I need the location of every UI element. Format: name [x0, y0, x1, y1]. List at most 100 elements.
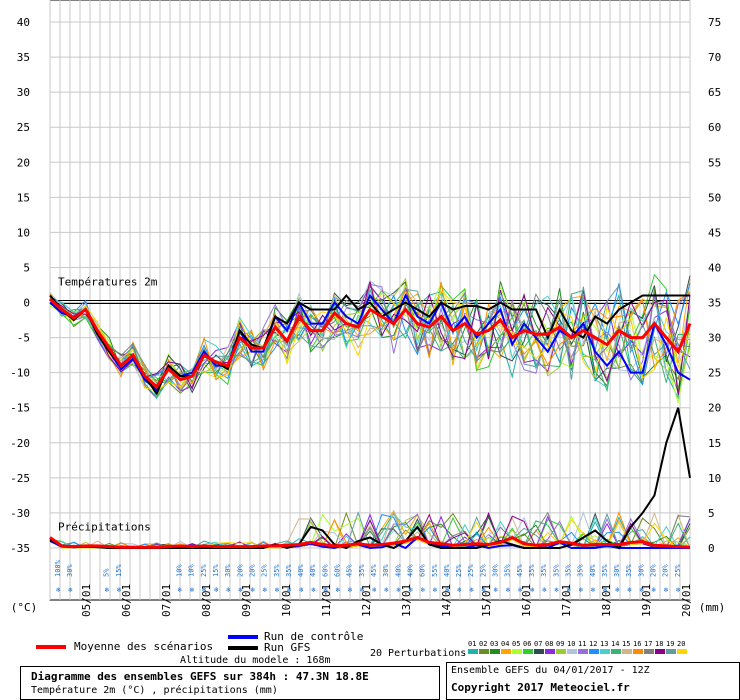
perturbation-swatch	[677, 649, 687, 654]
date-label: 13/01	[400, 584, 413, 617]
snowflake-icon: ❄	[360, 586, 364, 594]
snow-probability: 35%	[601, 564, 609, 577]
mean-temp-line	[49, 297, 692, 389]
perturbation-swatches	[468, 649, 688, 654]
perturbation-swatch	[611, 649, 621, 654]
perturbation-number: 03	[490, 640, 499, 648]
snow-probability: 35%	[285, 564, 293, 577]
date-label: 10/01	[280, 584, 293, 617]
right-tick-label: 30	[708, 332, 721, 345]
snow-probability: 10%	[188, 564, 196, 577]
perturbation-number: 19	[666, 640, 675, 648]
perturbation-swatch	[578, 649, 588, 654]
footer-title-box: Diagramme des ensembles GEFS sur 384h : …	[20, 666, 440, 700]
left-tick-label: 0	[23, 297, 30, 310]
snowflake-icon: ❄	[664, 586, 668, 594]
snow-probability: 25%	[455, 564, 463, 577]
snow-probability: 35%	[540, 564, 548, 577]
snow-probability: 15%	[212, 564, 220, 577]
perturbation-swatch	[655, 649, 665, 654]
left-tick-label: -15	[10, 402, 30, 415]
footer-title: Diagramme des ensembles GEFS sur 384h : …	[31, 670, 369, 683]
perturbation-swatch	[523, 649, 533, 654]
temp-section-label: Températures 2m	[58, 276, 158, 289]
snowflake-icon: ❄	[202, 586, 206, 594]
snowflake-icon: ❄	[421, 586, 425, 594]
perturbation-temp-line	[49, 273, 691, 392]
perturbation-swatch	[633, 649, 643, 654]
snowflake-icon: ❄	[372, 586, 376, 594]
snowflake-icon: ❄	[311, 586, 315, 594]
snow-probability: 30%	[224, 564, 232, 577]
snow-probability: 60%	[419, 564, 427, 577]
snowflake-icon: ❄	[68, 586, 72, 594]
footer-subtitle: Température 2m (°C) , précipitations (mm…	[31, 685, 278, 696]
left-tick-label: 40	[17, 16, 30, 29]
snowflake-icon: ❄	[627, 586, 631, 594]
snow-probability: 30%	[637, 564, 645, 577]
right-tick-label: 25	[708, 367, 721, 380]
control-temp-line	[49, 293, 691, 392]
left-tick-label: 10	[17, 226, 30, 239]
snow-probability: 45%	[346, 564, 354, 577]
snow-probability: 25%	[674, 564, 682, 577]
snowflake-icon: ❄	[190, 586, 194, 594]
mean-precip-line	[49, 535, 691, 549]
legend-gfs: Run GFS	[228, 641, 310, 654]
copyright: Copyright 2017 Meteociel.fr	[451, 681, 630, 694]
date-label: 08/01	[200, 584, 213, 617]
left-tick-label: -35	[10, 542, 30, 555]
left-tick-label: -5	[17, 332, 30, 345]
perturbation-number: 01	[468, 640, 477, 648]
left-tick-label: 20	[17, 156, 30, 169]
snowflake-icon: ❄	[117, 586, 121, 594]
perturbation-number: 14	[611, 640, 620, 648]
snowflake-icon: ❄	[469, 586, 473, 594]
mean-swatch	[36, 645, 66, 649]
perturbation-number: 12	[589, 640, 598, 648]
perturbation-swatch	[534, 649, 544, 654]
snow-probability: 45%	[370, 564, 378, 577]
snow-probability: 35%	[552, 564, 560, 577]
perturbation-swatch	[479, 649, 489, 654]
date-label: 16/01	[520, 584, 533, 617]
left-tick-label: 15	[17, 191, 30, 204]
date-label: 09/01	[240, 584, 253, 617]
perturbation-swatch	[567, 649, 577, 654]
snow-probability: 15%	[115, 564, 123, 577]
perturbation-swatch	[545, 649, 555, 654]
snow-probability: 55%	[431, 564, 439, 577]
date-label: 17/01	[560, 584, 573, 617]
snowflake-icon: ❄	[250, 586, 254, 594]
snow-probability: 35%	[504, 564, 512, 577]
snowflake-icon: ❄	[56, 586, 60, 594]
snow-probability: 45%	[516, 564, 524, 577]
snow-probability: 25%	[200, 564, 208, 577]
snow-probability: 25%	[261, 564, 269, 577]
snowflake-icon: ❄	[591, 586, 595, 594]
perturbation-numbers: 01 02 03 04 05 06 07 08 09 10 11 12 13 14 15 16 17 18 19 20	[468, 640, 688, 648]
right-tick-label: 75	[708, 16, 721, 29]
perturbation-swatch	[600, 649, 610, 654]
altitude-text: Altitude du modele : 168m	[180, 655, 331, 666]
snow-probability: 35%	[625, 564, 633, 577]
run-info: Ensemble GEFS du 04/01/2017 - 12Z	[451, 665, 650, 676]
snow-probability: 100%	[54, 559, 62, 577]
snowflake-icon: ❄	[238, 586, 242, 594]
perturbation-number: 05	[512, 640, 521, 648]
snow-probability: 30%	[492, 564, 500, 577]
perturbation-number: 02	[479, 640, 488, 648]
snow-probability: 20%	[650, 564, 658, 577]
precip-section-label: Précipitations	[58, 520, 151, 533]
snowflake-icon: ❄	[396, 586, 400, 594]
snowflake-icon: ❄	[676, 586, 680, 594]
date-label: 18/01	[600, 584, 613, 617]
snow-probability: 40%	[297, 564, 305, 577]
perturbation-number: 11	[578, 640, 587, 648]
perturbation-number: 07	[534, 640, 543, 648]
perturbation-swatch	[589, 649, 599, 654]
left-tick-label: -30	[10, 507, 30, 520]
mean-label: Moyenne des scénarios	[74, 640, 214, 653]
snow-probability: 40%	[309, 564, 317, 577]
snow-probability: 35%	[528, 564, 536, 577]
